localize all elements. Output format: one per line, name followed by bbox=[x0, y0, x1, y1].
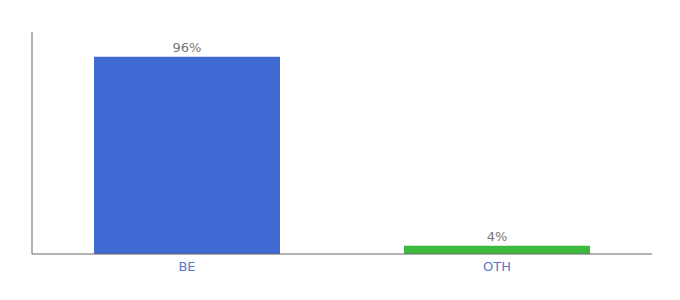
svg-text:96%: 96% bbox=[173, 40, 202, 55]
svg-text:4%: 4% bbox=[487, 229, 508, 244]
svg-text:BE: BE bbox=[178, 259, 195, 274]
svg-text:OTH: OTH bbox=[483, 259, 511, 274]
